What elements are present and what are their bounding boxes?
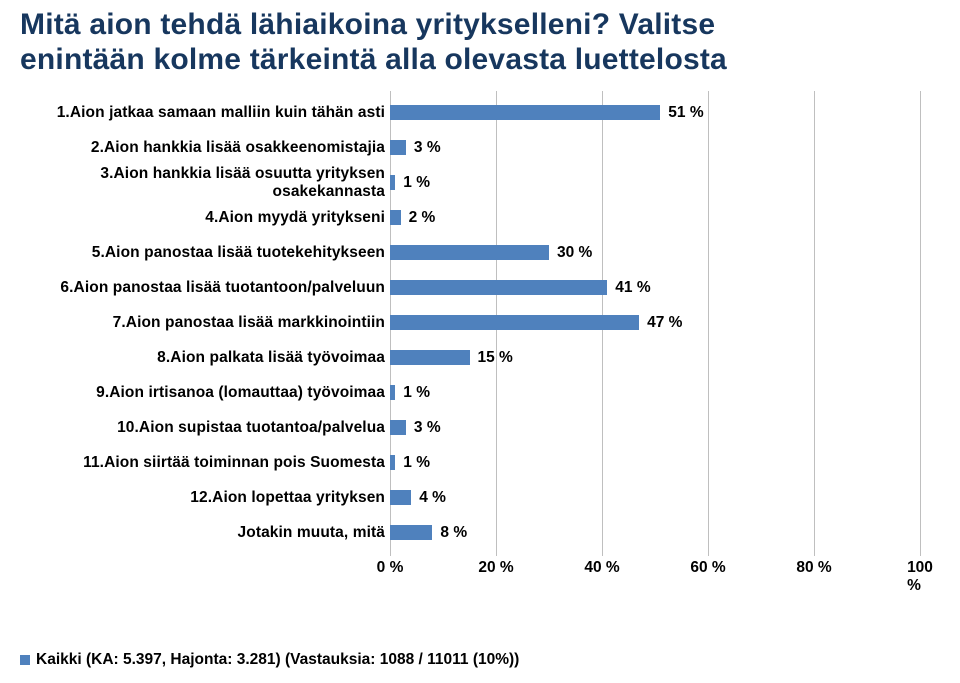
bar: [390, 140, 406, 155]
bar: [390, 245, 549, 260]
chart-row: 11.Aion siirtää toiminnan pois Suomesta 1…: [20, 447, 940, 478]
bar: [390, 280, 607, 295]
x-tick-label: 0 %: [377, 559, 404, 577]
chart-row: 12.Aion lopettaa yrityksen 4 %: [20, 482, 940, 513]
bar: [390, 490, 411, 505]
value-label: 15 %: [478, 342, 513, 373]
title-line-2: enintään kolme tärkeintä alla olevasta l…: [20, 43, 727, 76]
bar-chart: 0 %20 %40 %60 %80 %100 %1.Aion jatkaa sa…: [20, 91, 940, 589]
category-label: 7.Aion panostaa lisää markkinointiin: [20, 307, 385, 338]
chart-row: 2.Aion hankkia lisää osakkeenomistajia 3 …: [20, 132, 940, 163]
chart-row: 8.Aion palkata lisää työvoimaa 15 %: [20, 342, 940, 373]
value-label: 51 %: [668, 97, 703, 128]
category-label: 9.Aion irtisanoa (lomauttaa) työvoimaa: [20, 377, 385, 408]
category-label: 10.Aion supistaa tuotantoa/palvelua: [20, 412, 385, 443]
chart-row: 1.Aion jatkaa samaan malliin kuin tähän …: [20, 97, 940, 128]
bar: [390, 105, 660, 120]
chart-row: 10.Aion supistaa tuotantoa/palvelua 3 %: [20, 412, 940, 443]
value-label: 1 %: [403, 447, 430, 478]
category-label: 5.Aion panostaa lisää tuotekehitykseen: [20, 237, 385, 268]
bar: [390, 420, 406, 435]
bar: [390, 525, 432, 540]
category-label: Jotakin muuta, mitä: [20, 517, 385, 548]
category-label: 6.Aion panostaa lisää tuotantoon/palvelu…: [20, 272, 385, 303]
legend-swatch: [20, 655, 30, 665]
value-label: 3 %: [414, 132, 441, 163]
value-label: 8 %: [440, 517, 467, 548]
category-label: 12.Aion lopettaa yrityksen: [20, 482, 385, 513]
chart-row: 3.Aion hankkia lisää osuutta yrityksen o…: [20, 167, 940, 198]
legend-text: Kaikki (KA: 5.397, Hajonta: 3.281) (Vast…: [36, 651, 519, 669]
chart-row: 9.Aion irtisanoa (lomauttaa) työvoimaa 1 …: [20, 377, 940, 408]
bar: [390, 455, 395, 470]
x-tick-label: 60 %: [690, 559, 725, 577]
category-label: 4.Aion myydä yritykseni: [20, 202, 385, 233]
category-label: 11.Aion siirtää toiminnan pois Suomesta: [20, 447, 385, 478]
chart-row: 6.Aion panostaa lisää tuotantoon/palvelu…: [20, 272, 940, 303]
chart-row: 5.Aion panostaa lisää tuotekehitykseen 30…: [20, 237, 940, 268]
x-tick-label: 80 %: [796, 559, 831, 577]
x-tick-label: 100 %: [907, 559, 933, 595]
value-label: 4 %: [419, 482, 446, 513]
legend: Kaikki (KA: 5.397, Hajonta: 3.281) (Vast…: [20, 651, 519, 669]
value-label: 1 %: [403, 377, 430, 408]
chart-row: Jotakin muuta, mitä 8 %: [20, 517, 940, 548]
category-label: 1.Aion jatkaa samaan malliin kuin tähän …: [20, 97, 385, 128]
page: Mitä aion tehdä lähiaikoina yrityksellen…: [0, 0, 960, 683]
x-tick-label: 20 %: [478, 559, 513, 577]
value-label: 2 %: [409, 202, 436, 233]
category-label: 2.Aion hankkia lisää osakkeenomistajia: [20, 132, 385, 163]
chart-row: 7.Aion panostaa lisää markkinointiin 47 %: [20, 307, 940, 338]
value-label: 3 %: [414, 412, 441, 443]
value-label: 30 %: [557, 237, 592, 268]
category-label: 8.Aion palkata lisää työvoimaa: [20, 342, 385, 373]
bar: [390, 385, 395, 400]
title-line-1: Mitä aion tehdä lähiaikoina yrityksellen…: [20, 8, 715, 41]
chart-row: 4.Aion myydä yritykseni 2 %: [20, 202, 940, 233]
bar: [390, 350, 470, 365]
bar: [390, 210, 401, 225]
bar: [390, 315, 639, 330]
page-title: Mitä aion tehdä lähiaikoina yrityksellen…: [20, 8, 940, 77]
bar: [390, 175, 395, 190]
category-label: 3.Aion hankkia lisää osuutta yrityksen o…: [20, 167, 385, 198]
value-label: 41 %: [615, 272, 650, 303]
value-label: 47 %: [647, 307, 682, 338]
x-tick-label: 40 %: [584, 559, 619, 577]
value-label: 1 %: [403, 167, 430, 198]
